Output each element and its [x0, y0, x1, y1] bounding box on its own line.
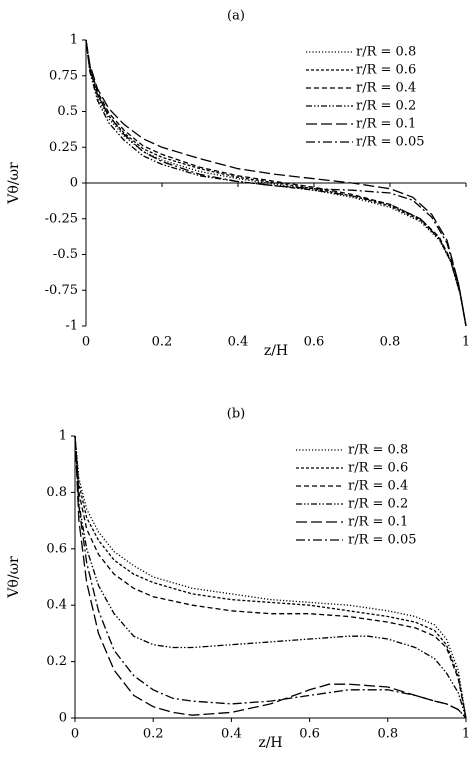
x-tick-label: 0.8	[377, 727, 398, 742]
x-axis-label: z/H	[258, 735, 282, 751]
y-tick-label: 0.6	[46, 541, 67, 556]
y-axis-label: Vθ/ωr	[6, 556, 22, 599]
x-axis-label: z/H	[264, 343, 288, 359]
legend: r/R = 0.8 r/R = 0.6 r/R = 0.4 r/R = 0.2 r/R …	[296, 443, 417, 548]
chart-panel-a: (a) 1 0.75 0.5 0.25 0 -0.25 -0.5 -0.75 -1 0 0.2 0.4 0…	[6, 9, 470, 360]
legend-entry: r/R = 0.2	[348, 497, 408, 512]
x-tick-label: 1	[462, 335, 470, 350]
x-tick-label: 0.6	[304, 335, 325, 350]
y-axis-label: Vθ/ωr	[6, 162, 22, 205]
series-line-0	[74, 435, 467, 719]
y-tick-label: 0.25	[49, 140, 78, 155]
y-tick-label: 0.2	[46, 654, 67, 669]
y-tick-label: 0.75	[49, 68, 78, 83]
legend-entry: r/R = 0.05	[356, 135, 425, 150]
x-tick-label: 0.4	[221, 727, 242, 742]
x-tick-label: 0	[71, 727, 79, 742]
panel-label: (a)	[227, 9, 245, 24]
x-tick-label: 1	[462, 727, 470, 742]
x-tick-label: 0.2	[143, 727, 164, 742]
y-tick-label: 1	[59, 429, 67, 444]
legend-entry: r/R = 0.6	[356, 63, 416, 78]
series-line-2	[85, 39, 467, 327]
x-tick-label: 0	[82, 335, 90, 350]
series-line-3	[74, 435, 467, 719]
x-tick-label: 0.6	[299, 727, 320, 742]
y-tick-label: 0	[59, 711, 67, 726]
legend-entry: r/R = 0.05	[348, 533, 417, 548]
chart-panel-b: (b) 1 0.8 0.6 0.4 0.2 00 0.2 0.4 0.6 0.8 1 z/H Vθ/ωr r…	[6, 407, 470, 752]
y-tick-label: -1	[65, 319, 78, 334]
legend: r/R = 0.8 r/R = 0.6 r/R = 0.4 r/R = 0.2 r/R …	[306, 45, 425, 150]
series-line-3	[85, 39, 467, 327]
y-tick-label: -0.75	[45, 283, 78, 298]
y-tick-label: -0.5	[53, 247, 78, 262]
panel-label: (b)	[227, 407, 245, 422]
x-tick-label: 0.2	[152, 335, 173, 350]
series-line-5	[85, 39, 467, 327]
y-tick-label: 0.5	[57, 104, 78, 119]
x-tick-label: 0.4	[228, 335, 249, 350]
legend-entry: r/R = 0.4	[348, 479, 408, 494]
legend-entry: r/R = 0.1	[356, 117, 416, 132]
legend-entry: r/R = 0.4	[356, 81, 416, 96]
legend-entry: r/R = 0.8	[348, 443, 408, 458]
y-tick-label: 0	[70, 176, 78, 191]
series-line-4	[85, 39, 467, 327]
series-line-5	[74, 435, 467, 719]
series-line-2	[74, 435, 467, 719]
legend-entry: r/R = 0.8	[356, 45, 416, 60]
legend-entry: r/R = 0.2	[356, 99, 416, 114]
x-tick-label: 0.8	[380, 335, 401, 350]
y-tick-label: 0.4	[46, 598, 67, 613]
y-tick-label: -0.25	[45, 211, 78, 226]
legend-entry: r/R = 0.1	[348, 515, 408, 530]
y-tick-label: 0.8	[46, 485, 67, 500]
y-tick-label: 1	[70, 33, 78, 48]
legend-entry: r/R = 0.6	[348, 461, 408, 476]
